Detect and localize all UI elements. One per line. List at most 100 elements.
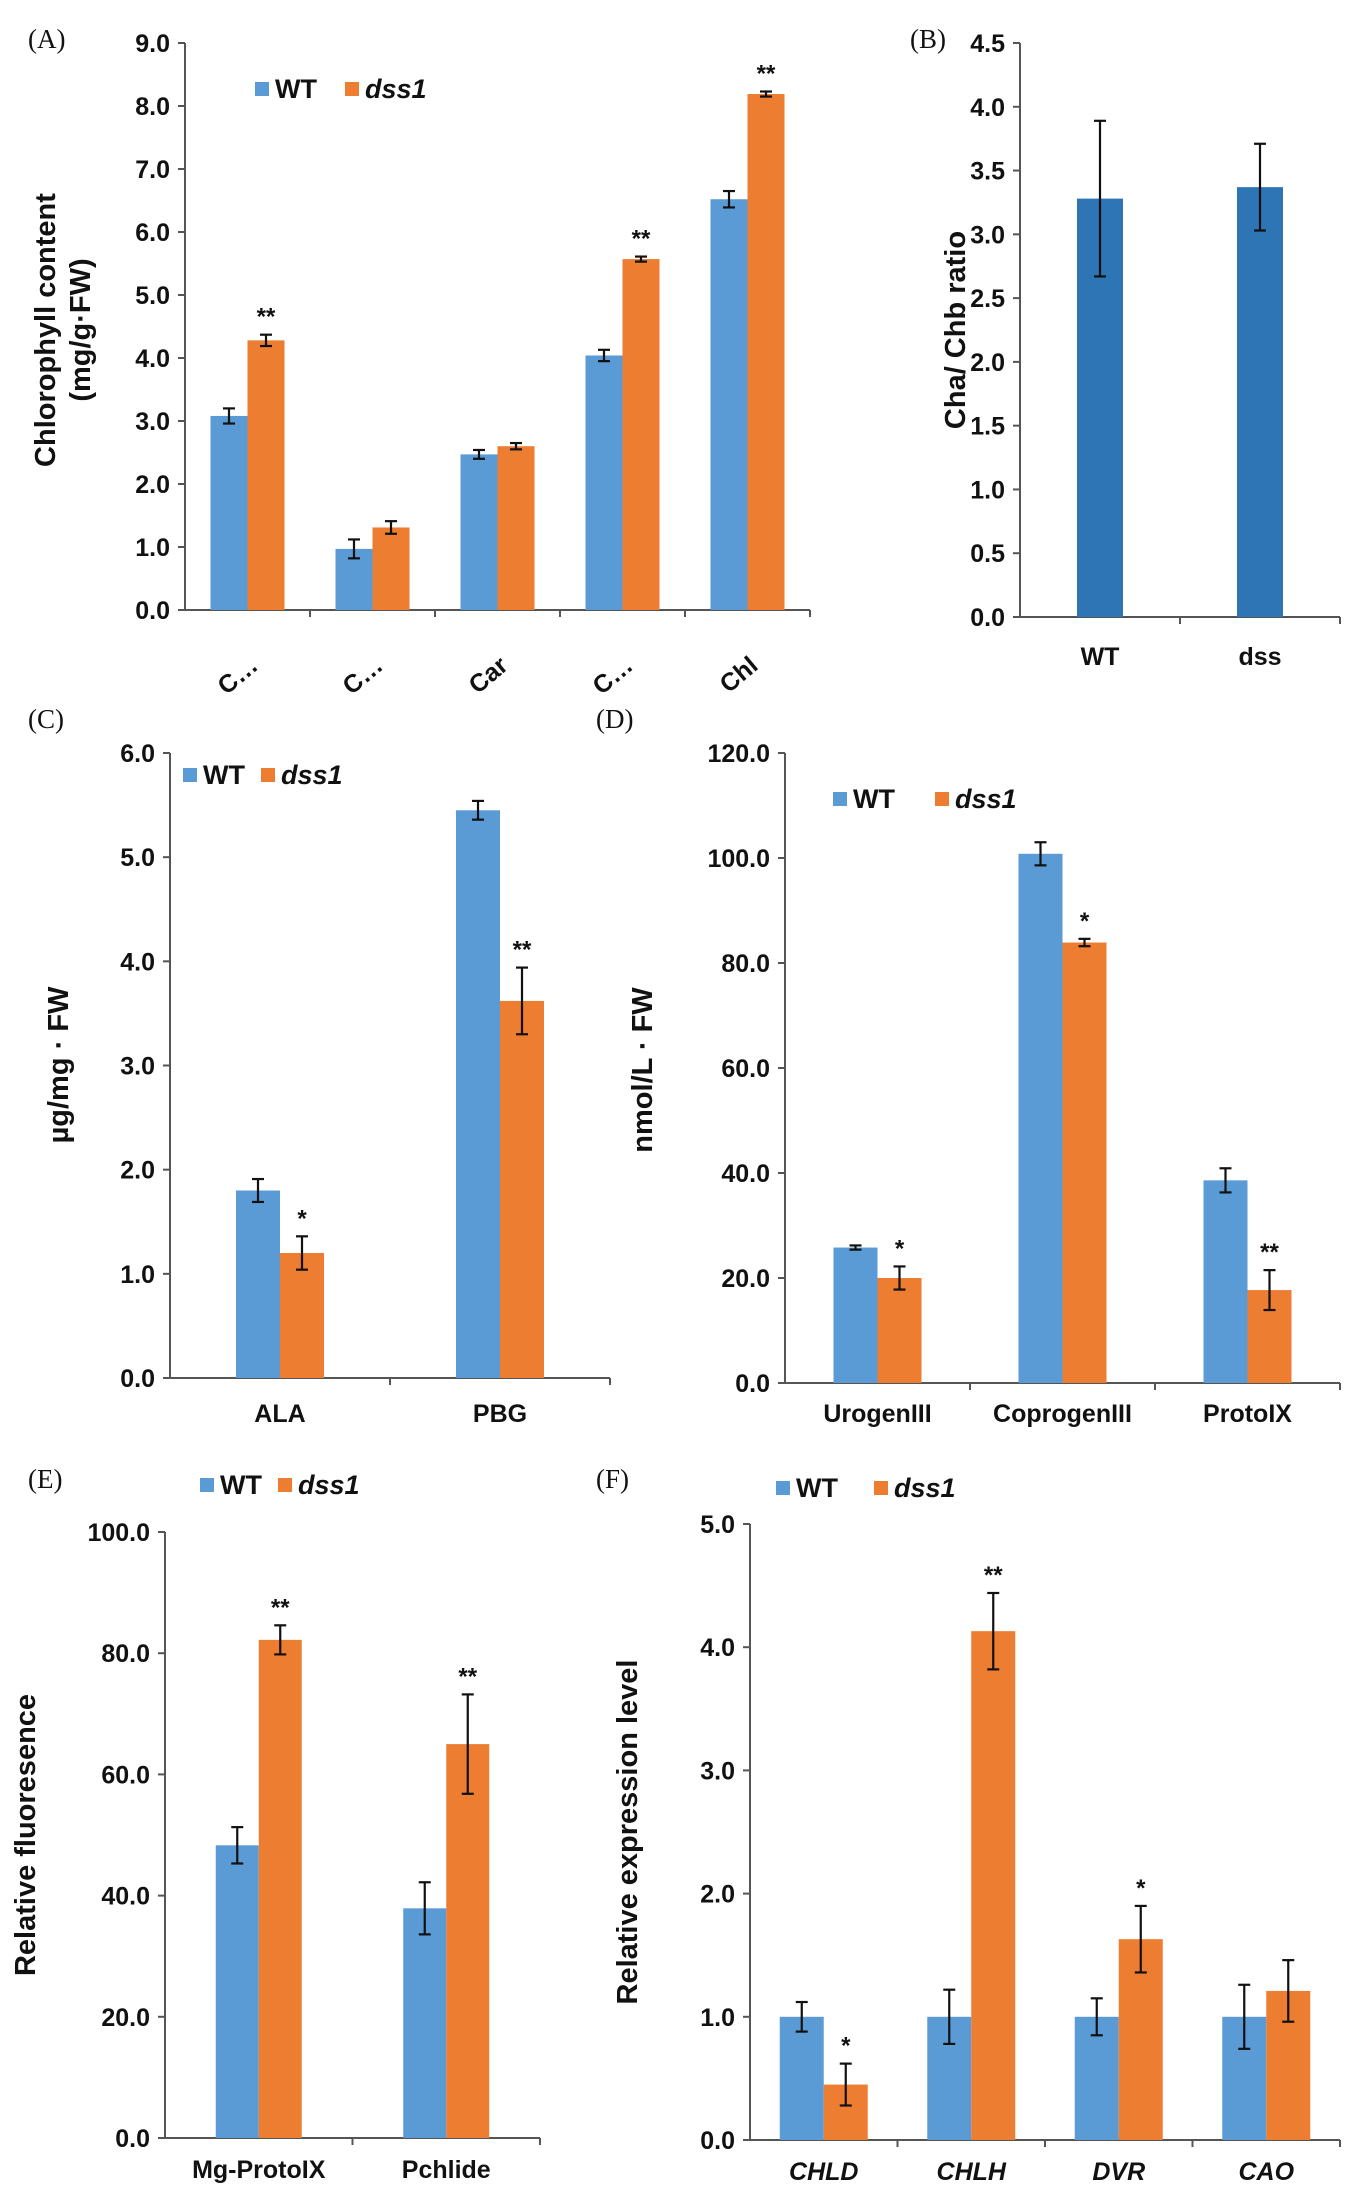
legend-swatch-dss1: [278, 1478, 292, 1492]
y-tick-label: 1.5: [970, 413, 1005, 441]
bar-dss1-2: [500, 1000, 544, 1378]
x-category-label: CHLH: [937, 2158, 1007, 2186]
bar-wt-1: [833, 1247, 878, 1383]
y-axis-label: Relative fluoresence: [10, 1694, 42, 1976]
y-tick-label: 40.0: [101, 1883, 150, 1911]
y-tick-label: 7.0: [135, 156, 170, 184]
y-tick-label: 20.0: [721, 1265, 770, 1293]
legend-label-dss1: dss1: [281, 760, 343, 790]
bar-dss1-1: [247, 340, 285, 610]
bar-wt-1: [215, 1845, 259, 2138]
legend-swatch-wt: [200, 1478, 214, 1492]
x-category-label: ProtoIX: [1203, 1400, 1292, 1428]
x-category-label: UrogenIII: [823, 1400, 931, 1428]
y-tick-label: 0.0: [135, 597, 170, 625]
y-tick-label: 2.0: [700, 1881, 735, 1909]
bar-wt-1: [779, 2016, 824, 2140]
x-category-label: Car: [463, 651, 513, 699]
y-tick-label: 1.0: [970, 476, 1005, 504]
y-tick-label: 4.0: [700, 1634, 735, 1662]
y-tick-label: 4.0: [120, 948, 155, 976]
bar-wt-5: [710, 199, 748, 611]
bar-wt-3: [1074, 2016, 1119, 2140]
bar-ratio-2: [1237, 187, 1283, 618]
x-category-label: CAO: [1238, 2158, 1294, 2186]
legend-label-dss1: dss1: [955, 784, 1017, 814]
legend-label-dss1: dss1: [298, 1470, 360, 1500]
y-tick-label: 4.0: [135, 345, 170, 373]
significance-marker: **: [513, 937, 532, 964]
y-tick-label: 0.0: [700, 2127, 735, 2155]
bar-dss1-1: [877, 1278, 922, 1383]
legend-swatch-wt: [833, 792, 847, 806]
x-category-label: WT: [1081, 643, 1120, 671]
chart-panel-3: (C) 0.0 1.0 2.0 3.0 4.0 5.0 6.0 µg/mg · FW ALA * PB…: [28, 704, 611, 1428]
bar-dss1-1: [280, 1253, 324, 1378]
significance-marker: *: [297, 1205, 307, 1232]
y-tick-label: 3.5: [970, 158, 1005, 186]
legend-label-wt: WT: [220, 1470, 262, 1500]
legend-label-wt: WT: [853, 784, 895, 814]
y-tick-label: 2.0: [120, 1157, 155, 1185]
y-tick-label: 2.0: [970, 349, 1005, 377]
chart-panel-6: (F) 0.0 1.0 2.0 3.0 4.0 5.0 Relative expression…: [596, 1464, 1341, 2186]
significance-marker: **: [1260, 1239, 1279, 1266]
x-category-label: CoprogenIII: [993, 1400, 1132, 1428]
y-tick-label: 120.0: [707, 740, 770, 768]
bar-wt-2: [1018, 853, 1063, 1383]
y-tick-label: 100.0: [87, 1519, 150, 1547]
chart-panel-4: (D) 0.0 20.0 40.0 60.0 80.0 100.0 120.0 nmol/L ·…: [596, 704, 1341, 1428]
legend-swatch-wt: [255, 82, 269, 96]
legend-swatch-wt: [776, 1481, 790, 1495]
y-axis-label: µg/mg · FW: [43, 986, 75, 1143]
y-tick-label: 60.0: [101, 1761, 150, 1789]
bar-wt-3: [1203, 1180, 1248, 1383]
bar-dss1-2: [446, 1744, 490, 2138]
y-tick-label: 1.0: [700, 2004, 735, 2032]
y-tick-label: 4.5: [970, 30, 1005, 58]
y-tick-label: 3.0: [700, 1757, 735, 1785]
y-tick-label: 0.0: [735, 1370, 770, 1398]
significance-marker: **: [757, 61, 776, 88]
bar-wt-4: [585, 355, 623, 610]
x-category-label: Chl: [715, 651, 764, 698]
panel-label: (D): [596, 704, 633, 734]
y-tick-label: 0.0: [120, 1365, 155, 1393]
legend-label-wt: WT: [796, 1473, 838, 1503]
chart-panel-1: (A) 0.0 1.0 2.0 3.0 4.0 5.0 6.0 7.0 8.0 9.0 Chlorop…: [28, 24, 811, 700]
legend-swatch-dss1: [874, 1481, 888, 1495]
panel-label: (C): [28, 704, 64, 734]
y-axis-label: (mg/g·FW): [65, 258, 97, 401]
bar-wt-1: [210, 415, 248, 610]
legend-swatch-dss1: [935, 792, 949, 806]
legend-label-dss1: dss1: [894, 1473, 956, 1503]
y-tick-label: 2.5: [970, 285, 1005, 313]
y-tick-label: 3.0: [135, 408, 170, 436]
x-category-label: C…: [337, 651, 388, 700]
bar-dss1-2: [971, 1631, 1016, 2140]
x-category-label: ALA: [254, 1400, 305, 1428]
y-tick-label: 100.0: [707, 845, 770, 873]
significance-marker: **: [271, 1594, 290, 1621]
y-tick-label: 6.0: [120, 740, 155, 768]
x-category-label: dss: [1238, 643, 1281, 671]
bar-dss1-1: [258, 1639, 302, 2138]
y-tick-label: 4.0: [970, 94, 1005, 122]
y-tick-label: 20.0: [101, 2004, 150, 2032]
significance-marker: **: [257, 304, 276, 331]
bar-wt-2: [403, 1908, 447, 2138]
bar-wt-2: [456, 810, 500, 1378]
y-tick-label: 3.0: [970, 221, 1005, 249]
legend-swatch-dss1: [261, 768, 275, 782]
y-tick-label: 80.0: [101, 1640, 150, 1668]
x-category-label: Pchlide: [402, 2156, 491, 2184]
y-tick-label: 40.0: [721, 1160, 770, 1188]
y-tick-label: 9.0: [135, 30, 170, 58]
x-category-label: DVR: [1092, 2158, 1145, 2186]
y-tick-label: 6.0: [135, 219, 170, 247]
x-category-label: Mg-ProtoIX: [192, 2156, 326, 2184]
y-tick-label: 5.0: [135, 282, 170, 310]
significance-marker: **: [458, 1663, 477, 1690]
panel-label: (F): [596, 1464, 629, 1494]
